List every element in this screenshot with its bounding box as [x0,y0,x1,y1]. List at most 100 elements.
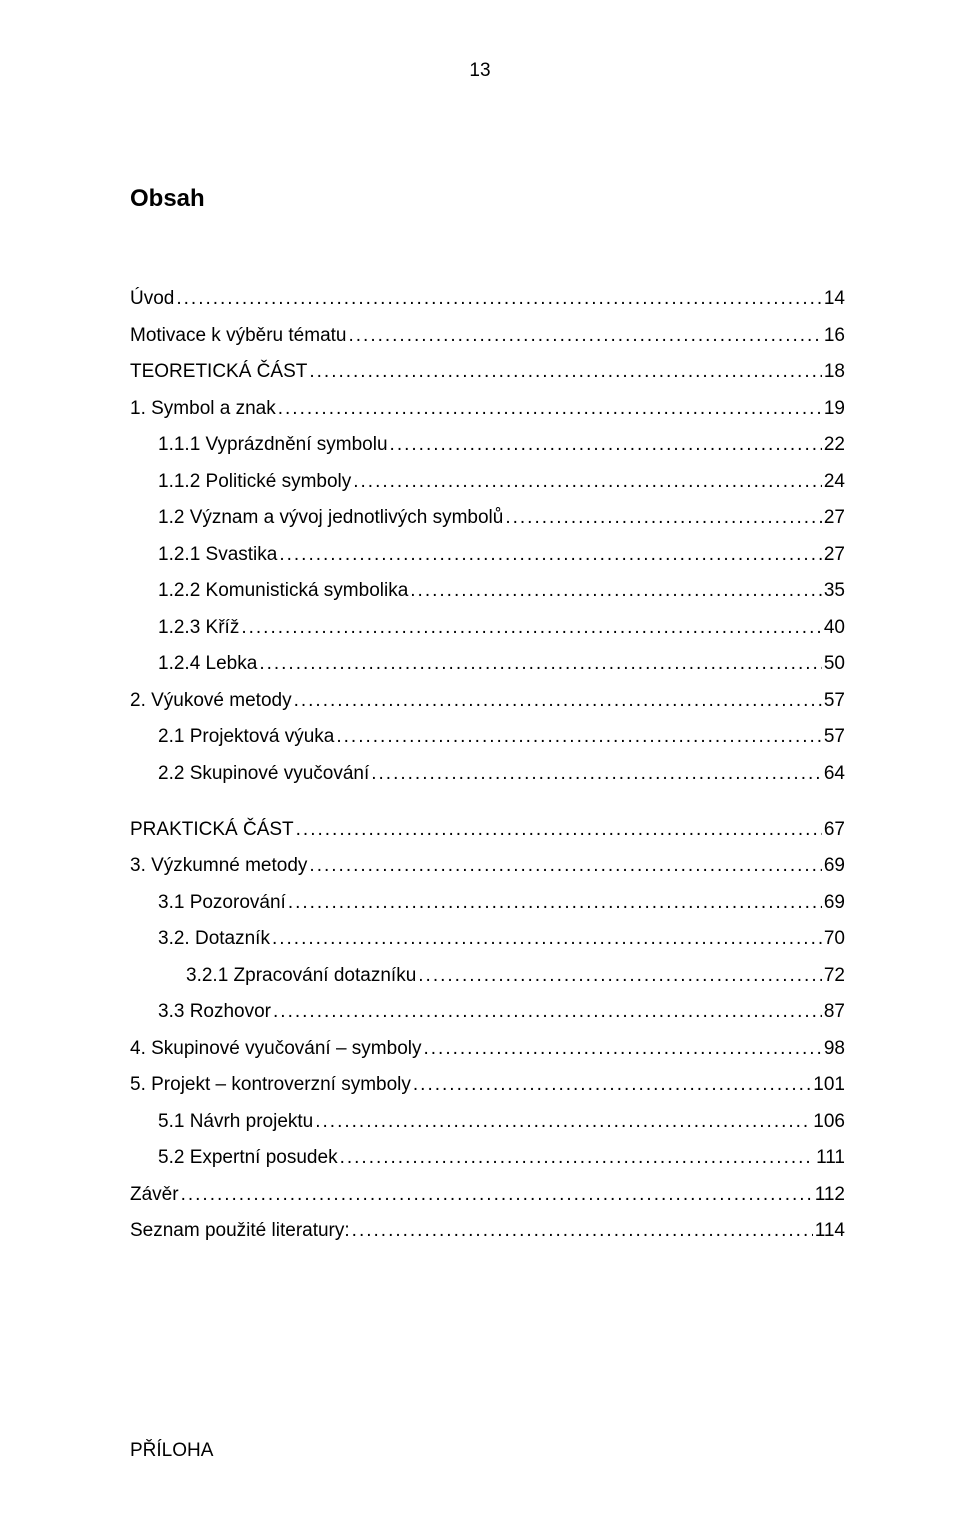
toc-leader-dots [259,653,822,675]
toc-entry: 1.2.2 Komunistická symbolika 35 [130,580,845,602]
toc-entry-label: 1.1.2 Politické symboly [158,471,351,493]
toc-entry-page: 98 [824,1038,845,1060]
toc-entry-page: 18 [824,361,845,383]
toc-entry: Úvod14 [130,288,845,310]
toc-entry-label: 1.2.2 Komunistická symbolika [158,580,408,602]
toc-entry: 1.2 Význam a vývoj jednotlivých symbolů 2… [130,507,845,529]
toc-entry-page: 27 [824,507,845,529]
toc-entry: Závěr112 [130,1184,845,1206]
toc-entry-label: 4. Skupinové vyučování – symboly [130,1038,422,1060]
toc-entry-label: 1.2 Význam a vývoj jednotlivých symbolů [158,507,503,529]
toc-entry: 3. Výzkumné metody 69 [130,855,845,877]
toc-entry-label: 1.2.3 Kříž [158,617,239,639]
toc-entry: 1.1.2 Politické symboly 24 [130,471,845,493]
toc-entry-label: 5.1 Návrh projektu [158,1111,313,1133]
toc-entry-label: 1.2.4 Lebka [158,653,257,675]
toc-leader-dots [272,928,822,950]
toc-leader-dots [309,361,822,383]
toc-entry-label: 1. Symbol a znak [130,398,276,420]
toc-entry: 2.1 Projektová výuka 57 [130,726,845,748]
toc-leader-dots [241,617,822,639]
toc-entry-page: 64 [824,763,845,785]
toc-leader-dots [181,1184,813,1206]
toc-entry-label: Závěr [130,1184,179,1206]
toc-entry-page: 67 [824,819,845,841]
toc-entry-label: 3. Výzkumné metody [130,855,307,877]
toc-entry: TEORETICKÁ ČÁST 18 [130,361,845,383]
toc-entry: 1. Symbol a znak 19 [130,398,845,420]
toc-entry: Seznam použité literatury: 114 [130,1220,845,1242]
toc-leader-dots [336,726,821,748]
toc-leader-dots [279,544,822,566]
toc-entry-page: 27 [824,544,845,566]
toc-container: Obsah Úvod14 Motivace k výběru tématu 16 TE… [130,185,845,1257]
toc-entry-page: 106 [813,1111,845,1133]
toc-entry-page: 35 [824,580,845,602]
toc-entry-label: 1.2.1 Svastika [158,544,277,566]
toc-entry-page: 16 [824,325,845,347]
toc-leader-dots [353,471,822,493]
toc-leader-dots [418,965,822,987]
toc-leader-dots [273,1001,822,1023]
toc-leader-dots [176,288,822,310]
toc-entry: 4. Skupinové vyučování – symboly 98 [130,1038,845,1060]
toc-entry: 3.3 Rozhovor87 [130,1001,845,1023]
toc-entry: 1.2.4 Lebka50 [130,653,845,675]
toc-leader-dots [288,892,822,914]
toc-entry: Motivace k výběru tématu 16 [130,325,845,347]
toc-leader-dots [315,1111,811,1133]
toc-entry-label: Motivace k výběru tématu [130,325,346,347]
toc-entry-page: 57 [824,726,845,748]
toc-entry-page: 22 [824,434,845,456]
toc-entry-label: 5.2 Expertní posudek [158,1147,338,1169]
toc-leader-dots [348,325,821,347]
toc-leader-dots [309,855,821,877]
toc-entry: 5.2 Expertní posudek111 [130,1147,845,1169]
toc-entry: 5.1 Návrh projektu 106 [130,1111,845,1133]
toc-entry-label: PRAKTICKÁ ČÁST [130,819,294,841]
toc-entry: 3.2. Dotazník 70 [130,928,845,950]
toc-entry: 3.1 Pozorování 69 [130,892,845,914]
toc-entry: 2.2 Skupinové vyučování 64 [130,763,845,785]
toc-entry-page: 114 [815,1220,845,1242]
toc-entry-label: Seznam použité literatury: [130,1220,350,1242]
toc-entry-page: 40 [824,617,845,639]
toc-leader-dots [371,763,822,785]
toc-entry-page: 24 [824,471,845,493]
toc-entry-label: 2.1 Projektová výuka [158,726,334,748]
toc-entry-label: 3.2.1 Zpracování dotazníku [186,965,416,987]
toc-entry-page: 69 [824,892,845,914]
toc-entry-label: 5. Projekt – kontroverzní symboly [130,1074,411,1096]
toc-entry-label: 3.3 Rozhovor [158,1001,271,1023]
toc-entry: 5. Projekt – kontroverzní symboly 101 [130,1074,845,1096]
toc-leader-dots [296,819,822,841]
toc-entry-page: 19 [824,398,845,420]
toc-leader-dots [278,398,822,420]
toc-entry-page: 69 [824,855,845,877]
toc-leader-dots [410,580,822,602]
toc-leader-dots [340,1147,815,1169]
toc-leader-dots [352,1220,813,1242]
appendix-label: PŘÍLOHA [130,1440,213,1462]
toc-entry-page: 57 [824,690,845,712]
toc-entry-label: TEORETICKÁ ČÁST [130,361,307,383]
toc-list: Úvod14 Motivace k výběru tématu 16 TEORETIC… [130,288,845,1242]
toc-entry-label: 3.2. Dotazník [158,928,270,950]
toc-leader-dots [390,434,822,456]
toc-entry-page: 14 [824,288,845,310]
toc-entry-label: 3.1 Pozorování [158,892,286,914]
toc-entry-label: 1.1.1 Vyprázdnění symbolu [158,434,388,456]
toc-entry: PRAKTICKÁ ČÁST 67 [130,819,845,841]
toc-leader-dots [424,1038,822,1060]
toc-entry-page: 72 [824,965,845,987]
toc-entry: 3.2.1 Zpracování dotazníku 72 [130,965,845,987]
toc-entry-page: 101 [813,1074,845,1096]
toc-entry: 2. Výukové metody57 [130,690,845,712]
toc-entry: 1.1.1 Vyprázdnění symbolu 22 [130,434,845,456]
toc-entry-page: 70 [824,928,845,950]
toc-leader-dots [413,1074,811,1096]
toc-leader-dots [505,507,822,529]
toc-entry: 1.2.1 Svastika 27 [130,544,845,566]
toc-heading: Obsah [130,185,845,213]
toc-entry-label: 2.2 Skupinové vyučování [158,763,369,785]
